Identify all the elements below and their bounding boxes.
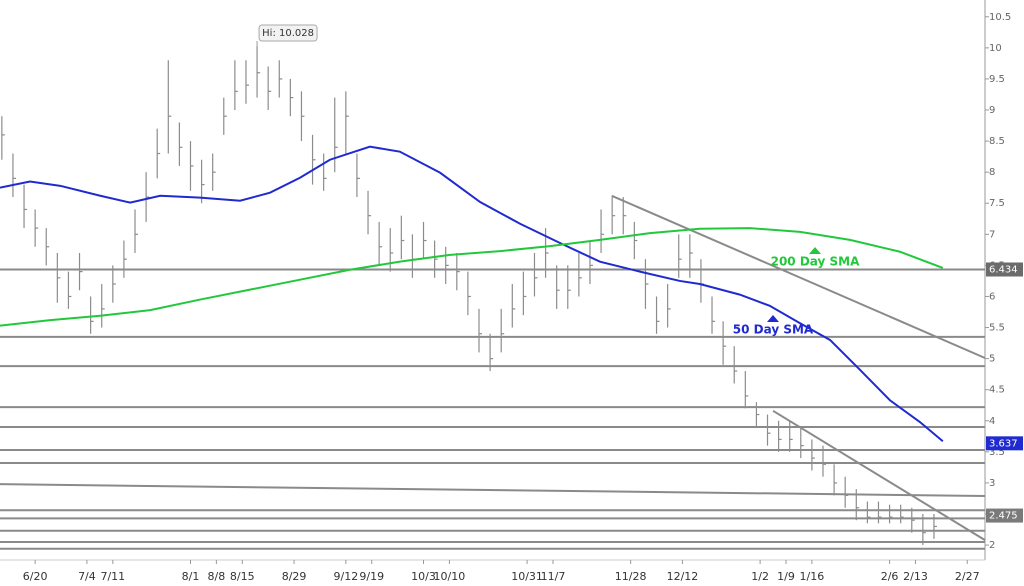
y-tick-label: 8.5 (989, 136, 1005, 147)
y-tick-label: 2 (989, 540, 995, 551)
sma-arrow (767, 315, 779, 322)
x-tick-label: 11/7 (541, 570, 566, 583)
x-tick-label: 8/15 (230, 570, 255, 583)
x-tick-label: 9/12 (333, 570, 358, 583)
x-tick-label: 6/20 (23, 570, 48, 583)
x-tick-label: 7/11 (100, 570, 125, 583)
y-tick-label: 9 (989, 105, 995, 116)
hi-box (258, 24, 318, 42)
y-tick-label: 4 (989, 416, 995, 427)
price-badge-label: 3.637 (989, 438, 1018, 449)
sma-label: 50 Day SMA (733, 323, 814, 337)
x-tick-label: 10/31 (511, 570, 543, 583)
trend-line (0, 483, 986, 497)
y-tick-label: 9.5 (989, 74, 1005, 85)
x-tick-label: 8/8 (208, 570, 226, 583)
price-badge (986, 262, 1023, 277)
y-tick-label: 3 (989, 478, 995, 489)
x-tick-label: 2/6 (881, 570, 899, 583)
x-tick-label: 11/28 (615, 570, 647, 583)
x-tick-label: 7/4 (78, 570, 96, 583)
x-tick-label: 2/13 (903, 570, 928, 583)
x-tick-label: 10/10 (434, 570, 466, 583)
price-badge (986, 508, 1023, 523)
y-tick-label: 4.5 (989, 385, 1005, 396)
y-tick-label: 5 (989, 354, 995, 365)
x-tick-label: 1/9 (777, 570, 795, 583)
y-tick-label: 6 (989, 291, 995, 302)
x-tick-label: 10/3 (411, 570, 436, 583)
trend-line (772, 409, 986, 541)
price-badge (986, 436, 1023, 451)
x-tick-label: 1/2 (751, 570, 769, 583)
x-tick-label: 12/12 (667, 570, 699, 583)
y-tick-label: 8 (989, 167, 995, 178)
hi-label: Hi: 10.028 (262, 28, 314, 39)
x-tick-label: 1/16 (800, 570, 825, 583)
y-tick-label: 3.5 (989, 447, 1005, 458)
x-tick-label: 8/1 (182, 570, 200, 583)
y-tick-label: 10.5 (989, 12, 1011, 23)
y-tick-label: 10 (989, 43, 1002, 54)
y-tick-label: 7 (989, 229, 995, 240)
y-tick-label: 5.5 (989, 323, 1005, 334)
price-badge-label: 2.475 (989, 511, 1018, 522)
y-tick-label: 7.5 (989, 198, 1005, 209)
sma-line (0, 145, 944, 443)
x-tick-label: 2/27 (955, 570, 980, 583)
x-tick-label: 8/29 (282, 570, 307, 583)
trend-line (611, 194, 986, 359)
sma-line (0, 227, 944, 327)
x-tick-label: 9/19 (359, 570, 384, 583)
sma-label: 200 Day SMA (771, 255, 861, 269)
sma-arrow (809, 247, 821, 254)
price-badge-label: 6.434 (989, 264, 1018, 275)
